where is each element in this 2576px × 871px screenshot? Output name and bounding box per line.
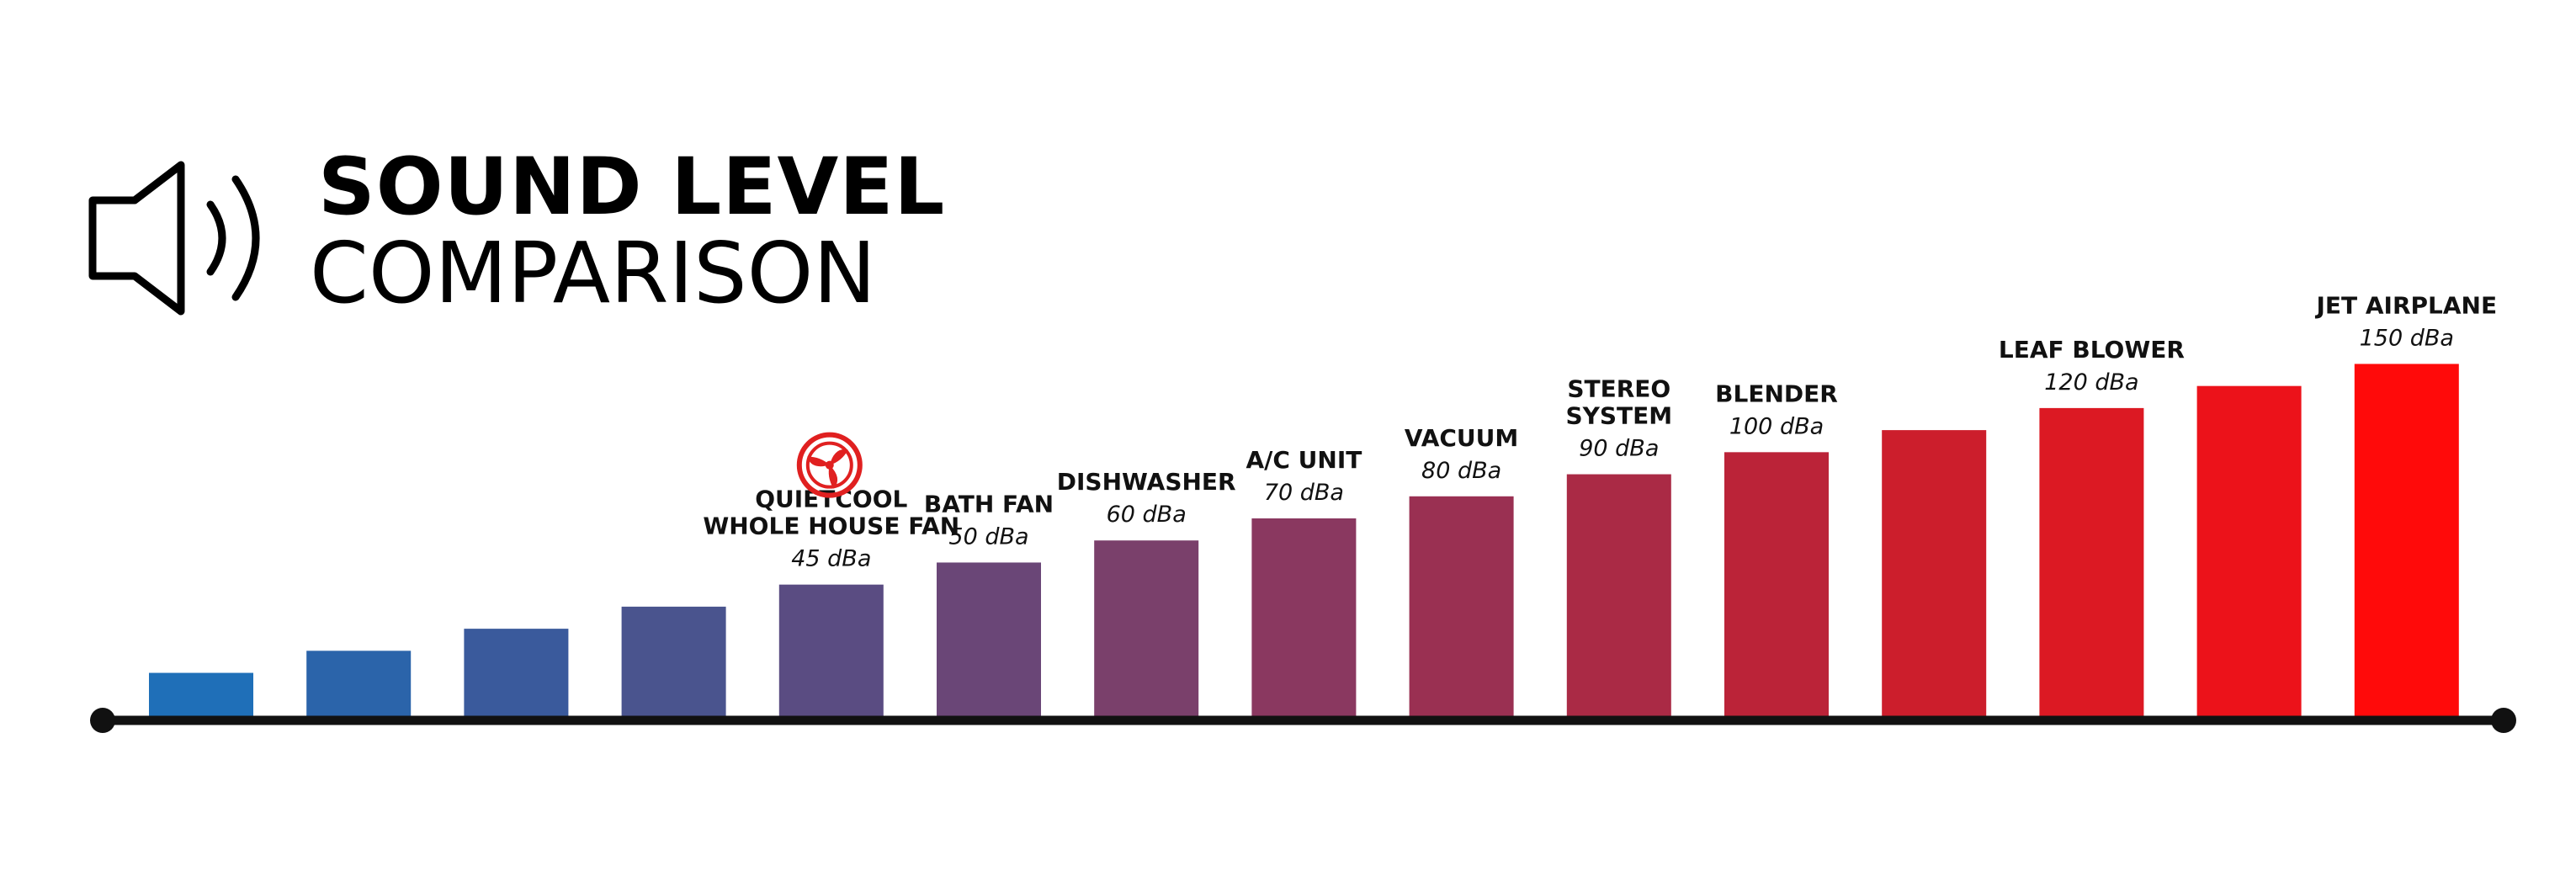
bar-14 <box>2196 385 2302 717</box>
bar-5 <box>778 584 884 717</box>
baseline-right-dot <box>2491 708 2516 733</box>
bar-value-label: 120 dBa <box>2044 369 2138 396</box>
speaker-icon <box>88 161 260 316</box>
bar-13 <box>2039 407 2144 717</box>
bar-value-label: 90 dBa <box>1579 436 1659 462</box>
bars-group <box>149 364 2459 717</box>
bar-category-label: WHOLE HOUSE FAN <box>703 513 959 540</box>
bar-3 <box>464 629 569 717</box>
bar-category-label: STEREO <box>1567 375 1670 403</box>
bar-11 <box>1724 452 1829 717</box>
bar-1 <box>149 672 253 717</box>
bar-category-label: BATH FAN <box>924 490 1054 518</box>
title-light: COMPARISON <box>310 224 877 322</box>
bar-8 <box>1251 518 1357 717</box>
bar-category-label: VACUUM <box>1405 424 1518 452</box>
bar-6 <box>937 562 1041 717</box>
bar-category-label: A/C UNIT <box>1246 446 1362 474</box>
bar-value-label: 100 dBa <box>1729 413 1824 439</box>
bar-value-label: 70 dBa <box>1264 480 1344 506</box>
quietcool-fan-logo-icon <box>796 432 863 498</box>
baseline-left-dot <box>90 708 115 733</box>
bar-12 <box>1882 430 1987 717</box>
bar-4 <box>621 606 726 717</box>
bar-value-label: 80 dBa <box>1421 458 1501 484</box>
bar-category-label: SYSTEM <box>1565 402 1672 430</box>
bar-category-label: LEAF BLOWER <box>1999 336 2185 364</box>
bar-category-label: QUIETCOOL <box>755 486 907 513</box>
bar-10 <box>1566 474 1671 717</box>
bar-category-label: JET AIRPLANE <box>2314 291 2497 319</box>
bar-value-label: 150 dBa <box>2360 325 2454 351</box>
bar-category-label: DISHWASHER <box>1057 468 1236 496</box>
title-bold: SOUND LEVEL <box>318 141 946 233</box>
bar-value-label: 50 dBa <box>948 523 1028 550</box>
bar-7 <box>1094 540 1199 717</box>
bar-15 <box>2354 364 2459 717</box>
bar-2 <box>306 651 412 717</box>
bar-9 <box>1409 496 1514 717</box>
bar-category-label: BLENDER <box>1715 380 1838 407</box>
bar-value-label: 45 dBa <box>791 546 871 572</box>
bar-value-label: 60 dBa <box>1107 502 1187 528</box>
